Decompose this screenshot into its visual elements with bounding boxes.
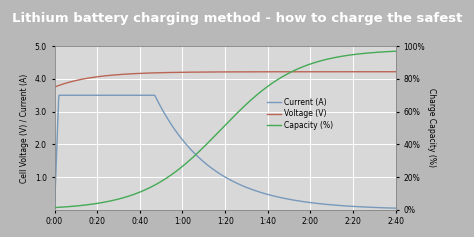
Y-axis label: Cell Voltage (V) / Current (A): Cell Voltage (V) / Current (A) [20,73,29,182]
Legend: Current (A), Voltage (V), Capacity (%): Current (A), Voltage (V), Capacity (%) [265,96,336,132]
Y-axis label: Charge Capacity (%): Charge Capacity (%) [427,88,436,168]
Text: Lithium battery charging method - how to charge the safest: Lithium battery charging method - how to… [12,12,462,25]
